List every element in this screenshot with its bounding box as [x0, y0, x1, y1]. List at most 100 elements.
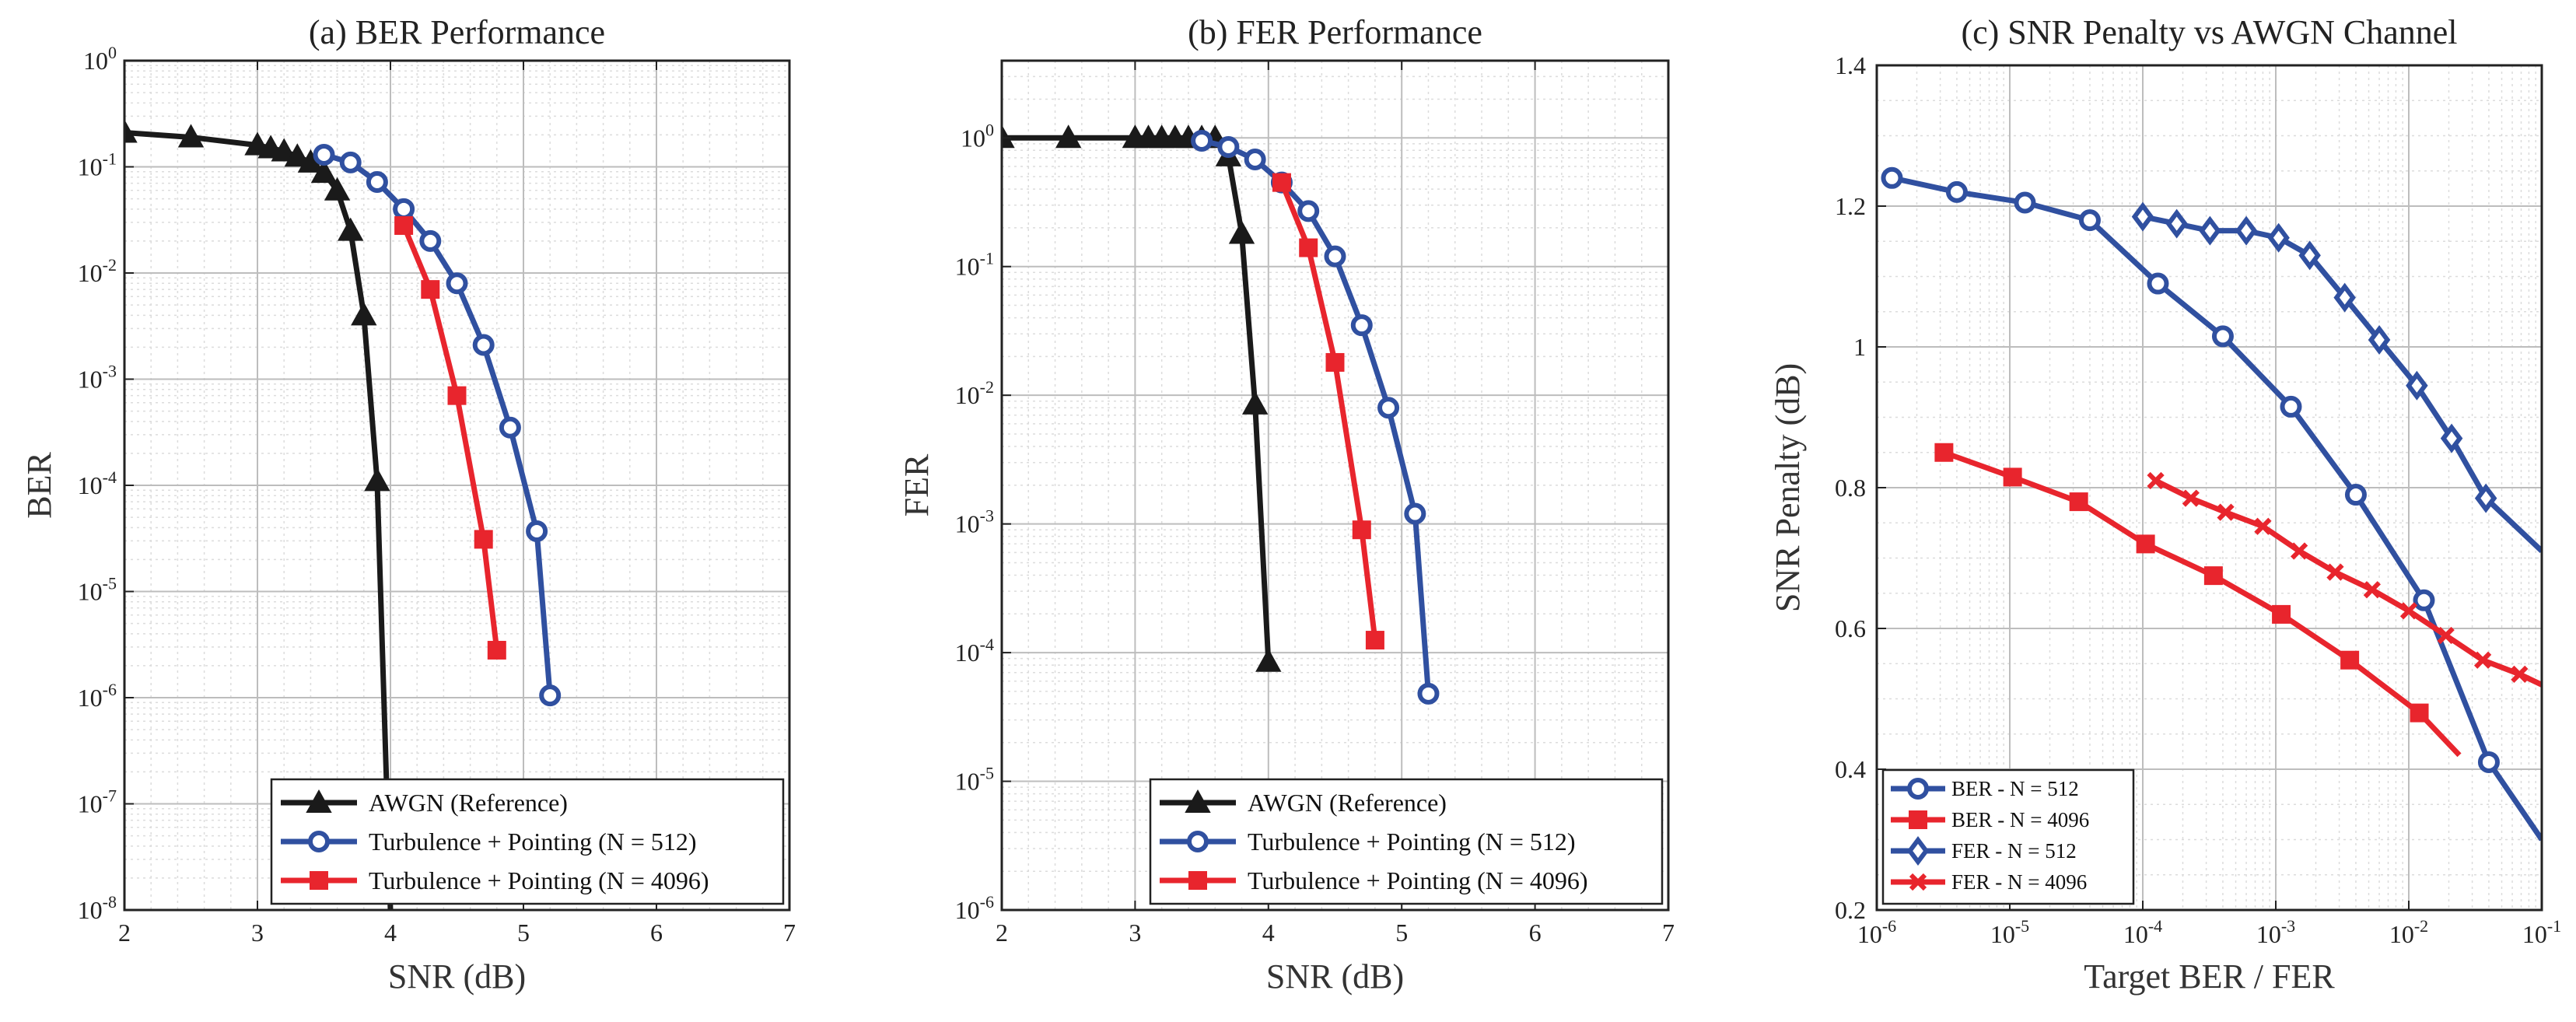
y-tick-label: 10-3: [955, 506, 994, 538]
x-tick-label: 6: [1529, 919, 1542, 947]
data-point: [2406, 370, 2428, 401]
x-tick-label: 4: [1262, 919, 1275, 947]
series-3: [394, 215, 506, 660]
y-tick-label: 10-1: [78, 149, 117, 181]
data-point: [1365, 631, 1384, 650]
data-point: [124, 119, 138, 143]
data-point: [1417, 682, 1440, 705]
data-point: [351, 302, 377, 326]
axes-frame: [1000, 59, 1670, 912]
data-point: [338, 217, 364, 241]
legend-marker: [1185, 789, 1211, 813]
data-point: [2333, 282, 2356, 313]
data-point: [1297, 200, 1320, 222]
legend-label: Turbulence + Pointing (N = 512): [1248, 828, 1576, 856]
legend-label: BER - N = 512: [1951, 777, 2079, 800]
x-axis-label: Target BER / FER: [2084, 957, 2335, 996]
y-tick-label: 10-8: [78, 892, 117, 924]
y-tick-label: 1.2: [1835, 192, 1866, 220]
legend-marker: [306, 789, 332, 813]
legend-item: Turbulence + Pointing (N = 4096): [281, 866, 709, 894]
data-point: [1404, 502, 1426, 525]
series-3: [2131, 201, 2542, 553]
series-1: [1881, 166, 2542, 842]
x-tick-label: 2: [996, 919, 1008, 947]
data-point: [2078, 209, 2101, 232]
data-point: [1324, 245, 1346, 268]
data-point: [2340, 650, 2360, 670]
data-point: [421, 280, 440, 299]
x-tick-label: 4: [384, 919, 397, 947]
data-point: [2182, 489, 2200, 507]
y-tick-label: 10-2: [955, 377, 994, 409]
legend-marker: [308, 831, 330, 852]
data-point: [1945, 180, 1968, 203]
data-point: [447, 386, 467, 405]
data-point: [324, 177, 351, 201]
x-tick-label: 3: [1129, 919, 1141, 947]
data-point: [2199, 215, 2221, 246]
data-point: [1350, 314, 1373, 337]
y-tick-label: 10-5: [78, 574, 117, 606]
data-point: [364, 467, 390, 492]
data-point: [2280, 395, 2302, 418]
data-point: [446, 272, 468, 295]
data-point: [2147, 272, 2169, 295]
x-tick-label: 6: [650, 919, 663, 947]
legend-item: Turbulence + Pointing (N = 512): [1160, 828, 1576, 856]
data-point: [1299, 238, 1318, 257]
data-point: [499, 416, 521, 439]
data-point: [339, 151, 362, 173]
x-tick-label: 5: [517, 919, 530, 947]
x-tick-label: 10-4: [2123, 916, 2162, 948]
series-2: [1934, 443, 2462, 758]
chart-snr-penalty: 10-6 10-5 10-4 10-3 10-2 10-1 0.2 0.4 0.6 0.8 1 1.2…: [1769, 13, 2561, 996]
data-point: [472, 334, 495, 356]
data-point: [2474, 651, 2492, 669]
data-point: [2298, 240, 2321, 271]
data-point: [1055, 124, 1082, 149]
chart-title: (c) SNR Penalty vs AWGN Channel: [1961, 13, 2457, 51]
series-1: [124, 119, 394, 910]
data-point: [1244, 148, 1266, 170]
x-tick-label: 10-3: [2256, 916, 2295, 948]
legend-label: Turbulence + Pointing (N = 512): [369, 828, 697, 856]
y-tick-label: 0.2: [1835, 896, 1866, 924]
legend-item: FER - N = 4096: [1891, 870, 2087, 894]
data-point: [2014, 191, 2036, 214]
data-point: [1255, 648, 1282, 672]
series-line: [1201, 138, 1431, 695]
y-axis-label: FER: [898, 453, 936, 516]
data-point: [366, 170, 388, 193]
legend-marker: [1909, 810, 1927, 829]
legend-item: BER - N = 512: [1891, 777, 2079, 800]
data-point: [1217, 135, 1240, 158]
data-point: [2399, 602, 2418, 620]
x-tick-label: 7: [783, 919, 796, 947]
data-point: [2344, 484, 2367, 506]
y-tick-label: 10-6: [955, 892, 994, 924]
y-tick-label: 10-1: [955, 249, 994, 281]
y-tick-label: 10-2: [78, 255, 117, 287]
data-point: [2368, 324, 2391, 355]
data-point: [1934, 443, 1954, 462]
data-point: [2290, 542, 2308, 560]
x-tick-label: 2: [118, 919, 131, 947]
data-point: [419, 229, 442, 252]
data-point: [2136, 534, 2155, 554]
chart-fer-performance: 2 3 4 5 6 7 100 10-1 10-2 10-3 10-4 10-5 10-6 (b) FER…: [898, 13, 1675, 996]
x-tick-label: 10-5: [1990, 916, 2029, 948]
data-point: [2003, 467, 2022, 487]
data-point: [284, 143, 310, 167]
x-axis-label: SNR (dB): [1266, 957, 1404, 996]
y-tick-label: 0.8: [1835, 474, 1866, 502]
legend-item: FER - N = 512: [1891, 836, 2077, 866]
x-tick-label: 10-2: [2389, 916, 2428, 948]
series-line: [2154, 478, 2542, 688]
chart-ber-performance: 2 3 4 5 6 7 100 10-1 10-2 10-3 10-4 10-5 10-6 10-7 10-…: [20, 13, 796, 996]
y-tick-label: 10-4: [78, 467, 117, 499]
data-point: [393, 198, 415, 220]
data-point: [2131, 201, 2154, 232]
data-point: [2267, 222, 2290, 253]
